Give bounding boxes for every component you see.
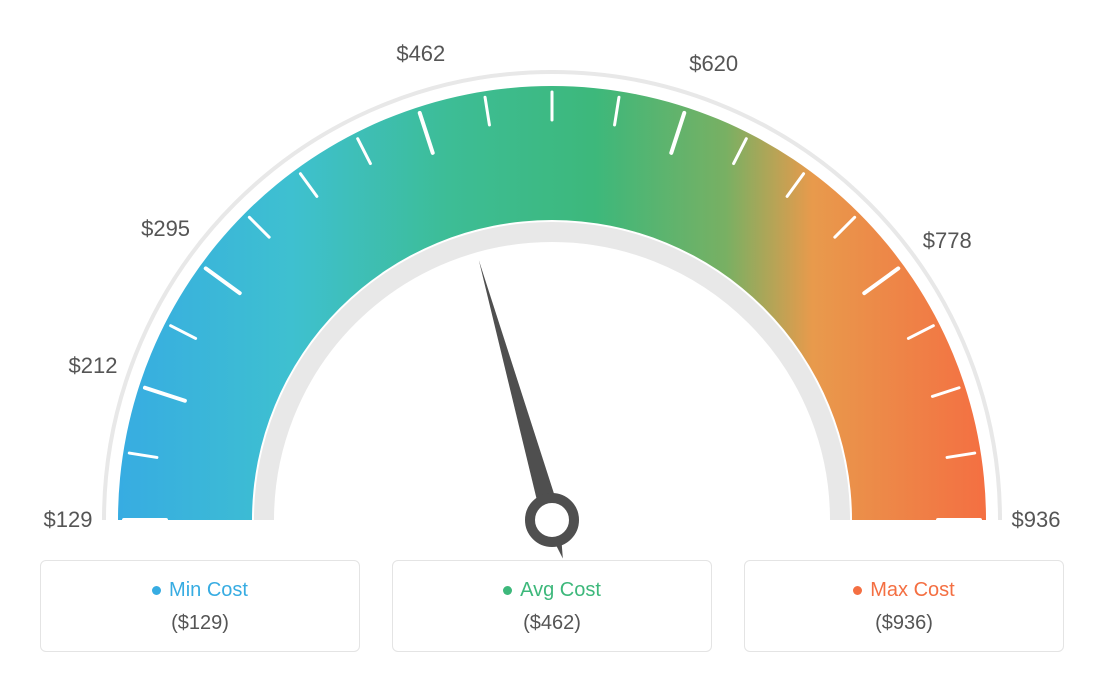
- legend-card-min: Min Cost ($129): [40, 560, 360, 652]
- tick-label: $212: [69, 353, 118, 379]
- tick-label: $620: [689, 51, 738, 77]
- legend-title-text: Min Cost: [169, 579, 248, 602]
- legend-title-avg: Avg Cost: [503, 579, 601, 602]
- gauge-color-arc: [118, 86, 986, 520]
- gauge-chart: $129 $212 $295 $462 $620 $778 $936: [0, 0, 1104, 560]
- gauge-svg: [0, 0, 1104, 560]
- needle-pivot: [530, 498, 574, 542]
- dot-icon: [152, 586, 161, 595]
- legend-card-avg: Avg Cost ($462): [392, 560, 712, 652]
- tick-label: $129: [44, 507, 93, 533]
- legend-title-text: Avg Cost: [520, 579, 601, 602]
- dot-icon: [853, 586, 862, 595]
- tick-label: $462: [396, 41, 445, 67]
- tick-label: $936: [1012, 507, 1061, 533]
- legend-title-max: Max Cost: [853, 579, 954, 602]
- legend-title-min: Min Cost: [152, 579, 248, 602]
- legend-value-max: ($936): [755, 612, 1053, 635]
- legend-value-min: ($129): [51, 612, 349, 635]
- tick-label: $778: [923, 228, 972, 254]
- legend-card-max: Max Cost ($936): [744, 560, 1064, 652]
- legend-title-text: Max Cost: [870, 579, 954, 602]
- legend-value-avg: ($462): [403, 612, 701, 635]
- tick-label: $295: [141, 216, 190, 242]
- dot-icon: [503, 586, 512, 595]
- needle: [479, 260, 562, 523]
- legend-row: Min Cost ($129) Avg Cost ($462) Max Cost…: [0, 560, 1104, 652]
